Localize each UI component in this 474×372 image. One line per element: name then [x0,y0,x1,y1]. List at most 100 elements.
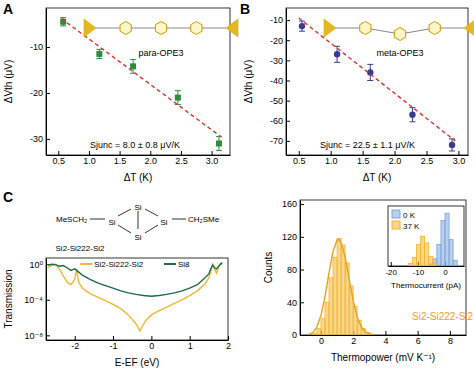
tick: 2 [226,336,231,351]
structure-atom: Si [160,218,167,227]
tick: 120 [282,232,304,242]
structure-label: CH₂SMe [188,215,220,224]
y-axis-title: ΔVth (μV) [3,60,14,104]
tick: -1 [110,336,118,351]
tick-label: 6 [416,336,421,346]
x-axis-title: Thermopower (mV K⁻¹) [331,352,435,363]
histogram-bar [337,238,341,335]
tick-label: 40 [287,298,297,308]
tick-label: 1.0 [83,156,96,166]
tick-label: 2.0 [145,156,158,166]
plot-area [299,18,455,151]
benzene-ring [155,22,166,35]
tick-label: -20 [385,268,397,277]
tick-mark [286,101,290,102]
tick-mark [228,336,229,340]
marker [216,141,222,147]
histogram-bar [333,257,337,335]
error-bar [96,49,102,58]
tick: 3.0 [453,151,466,166]
tick-label: 0 [292,330,297,340]
electrode-tip [324,19,336,37]
tick: 8 [448,331,453,346]
tick-mark [395,151,396,155]
y-axis-title: Counts [263,252,274,284]
bond [118,209,131,216]
tick-label: 80 [287,265,297,275]
bond [145,209,158,216]
tick-mark [120,151,121,155]
tick: 1 [188,336,193,351]
histogram-bar [441,220,445,266]
tick-mark [385,331,386,335]
histogram-bar [425,243,429,266]
y-axis: 0 40 80 120 160 [282,199,304,340]
bond [138,211,139,229]
tick-label: 2 [351,336,356,346]
tick-label: 8 [448,336,453,346]
tick: -20 [270,36,290,46]
tick-mark [58,151,59,155]
x-axis-title: E-EF (eV) [115,357,159,368]
molecule-sketch [324,19,474,41]
tick: 2.0 [145,151,158,166]
structure-atom: Si [134,203,141,212]
y-axis-title: ΔVth (μV) [243,60,254,104]
tick: 2.5 [175,151,188,166]
histogram-bar [453,260,457,266]
tick: 1.5 [114,151,127,166]
tick-label: -40 [270,76,283,86]
tick: 10⁻⁴ [24,295,50,305]
tick: -20 [30,88,50,98]
legend-swatch [80,263,92,265]
tick-mark [150,151,151,155]
benzene-ring [360,22,371,35]
tick-mark [300,270,304,271]
tick-label: -10 [30,42,43,52]
tick-mark [46,139,50,140]
tick-label: -20 [270,36,283,46]
bond [172,219,186,220]
tick-label: 4 [383,336,388,346]
x-axis: 0.51.01.52.02.53.0 [287,151,469,166]
tick-mark [363,151,364,155]
x-axis-title: Thermocurrent (pA) [391,281,461,290]
tick: -40 [270,76,290,86]
tick-mark [300,302,304,303]
tick: -2 [71,336,79,351]
electrode-tip [464,19,474,37]
chart: 0.51.01.52.02.53.0-30-20-10AΔT (K)ΔVth (… [3,1,238,183]
plot-frame [46,258,228,340]
tick: -50 [270,96,290,106]
bond [118,225,131,233]
tick-label: 160 [282,199,297,209]
tick-mark [181,151,182,155]
tick-label: -10 [270,15,283,25]
tick: -60 [270,116,290,126]
error-bar [299,21,305,31]
histogram-bar [313,333,317,335]
benzene-ring [429,22,440,35]
x-axis-title: ΔT (K) [124,172,153,183]
tick-mark [426,151,427,155]
line [48,264,222,332]
tick-label: 10⁻⁸ [24,331,43,341]
tick-mark [300,335,304,336]
marker [299,23,305,29]
molecule-label: meta-OPE3 [376,48,423,58]
molecule-sketch [84,19,238,37]
marker [334,51,340,57]
histogram-bar [433,259,437,266]
tick: -30 [270,56,290,66]
tick: 0.5 [53,151,66,166]
series-annotation: Si2-Si222-Si2 [412,311,474,322]
tick-mark [46,93,50,94]
tick-mark [286,121,290,122]
histogram-bar [325,302,329,335]
tick-mark [46,300,50,301]
tick: -20 [385,262,397,277]
error-bar [216,137,222,151]
histogram-bar [341,245,345,335]
tick-label: -20 [30,88,43,98]
tick-mark [75,336,76,340]
